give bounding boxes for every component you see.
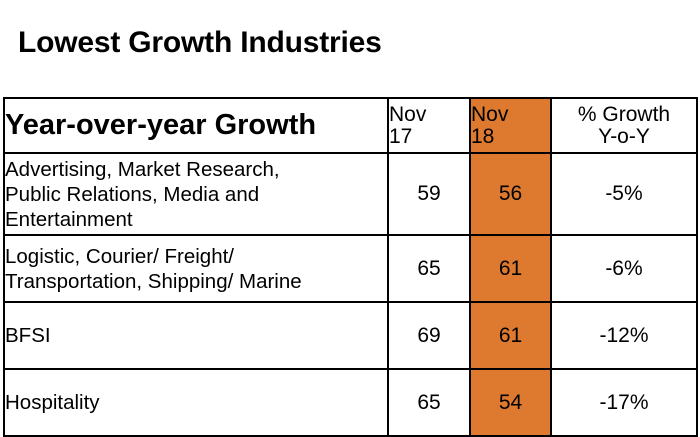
header-nov17-line-1: Nov	[389, 102, 427, 126]
industry-line: Advertising, Market Research,	[5, 157, 280, 181]
header-label: Year-over-year Growth	[3, 97, 389, 154]
industry-line: Transportation, Shipping/ Marine	[5, 269, 302, 293]
nov18-value: 54	[469, 368, 552, 437]
table-row: BFSI 69 61 -12%	[3, 301, 698, 370]
nov18-value: 61	[469, 234, 552, 303]
header-growth-line-2: Y-o-Y	[598, 124, 650, 148]
growth-table: Year-over-year Growth Nov 17 Nov 18 % Gr…	[3, 97, 698, 437]
growth-value: -6%	[550, 234, 698, 303]
nov17-value: 65	[387, 234, 471, 303]
industry-line: BFSI	[5, 324, 51, 347]
header-nov17-line-2: 17	[389, 124, 413, 148]
chart-title: Lowest Growth Industries	[18, 26, 382, 59]
table-header-row: Year-over-year Growth Nov 17 Nov 18 % Gr…	[3, 97, 698, 154]
industry-cell: Hospitality	[3, 368, 389, 437]
table-row: Logistic, Courier/ Freight/ Transportati…	[3, 234, 698, 303]
nov17-value: 59	[387, 152, 471, 236]
industry-line: Entertainment	[5, 207, 133, 231]
industry-line: Public Relations, Media and	[5, 182, 260, 206]
industry-cell: BFSI	[3, 301, 389, 370]
industry-cell: Logistic, Courier/ Freight/ Transportati…	[3, 234, 389, 303]
growth-value: -5%	[550, 152, 698, 236]
industry-line: Hospitality	[5, 391, 100, 414]
nov18-value: 56	[469, 152, 552, 236]
table-row: Advertising, Market Research, Public Rel…	[3, 152, 698, 236]
header-growth: % Growth Y-o-Y	[550, 97, 698, 154]
header-nov18: Nov 18	[469, 97, 552, 154]
header-growth-line-1: % Growth	[577, 102, 671, 126]
industry-line: Logistic, Courier/ Freight/	[5, 244, 235, 268]
nov18-value: 61	[469, 301, 552, 370]
industry-cell: Advertising, Market Research, Public Rel…	[3, 152, 389, 236]
nov17-value: 65	[387, 368, 471, 437]
header-nov18-line-2: 18	[471, 124, 495, 148]
growth-value: -12%	[550, 301, 698, 370]
nov17-value: 69	[387, 301, 471, 370]
table-row: Hospitality 65 54 -17%	[3, 368, 698, 437]
growth-value: -17%	[550, 368, 698, 437]
header-nov18-line-1: Nov	[471, 102, 509, 126]
header-nov17: Nov 17	[387, 97, 471, 154]
